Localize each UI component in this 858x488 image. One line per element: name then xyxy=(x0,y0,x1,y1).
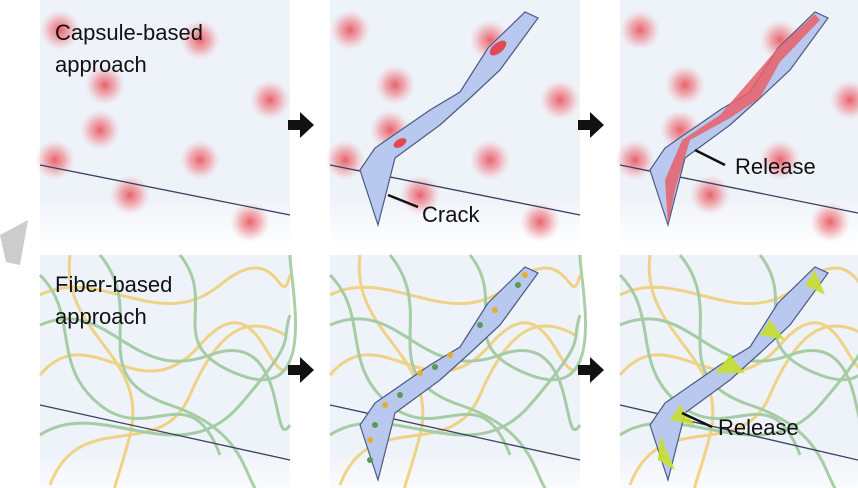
fiber-panel-1 xyxy=(38,253,298,488)
crack-label: Crack xyxy=(422,202,480,227)
capsule-panel-1 xyxy=(35,0,291,245)
arrow xyxy=(578,112,604,138)
fiber-panel-3 xyxy=(618,253,858,488)
release-label: Release xyxy=(718,415,799,440)
watermark xyxy=(0,220,28,265)
release-label: Release xyxy=(735,154,816,179)
fiber-panel-2 xyxy=(328,253,588,488)
row-label: Capsule-based xyxy=(55,20,203,45)
arrow xyxy=(288,357,314,383)
arrow xyxy=(578,357,604,383)
row-label: approach xyxy=(55,52,147,77)
capsule-panel-3 xyxy=(615,0,858,245)
arrow xyxy=(288,112,314,138)
capsule-panel-2 xyxy=(325,0,581,245)
row-label: Fiber-based xyxy=(55,272,172,297)
row-label: approach xyxy=(55,304,147,329)
